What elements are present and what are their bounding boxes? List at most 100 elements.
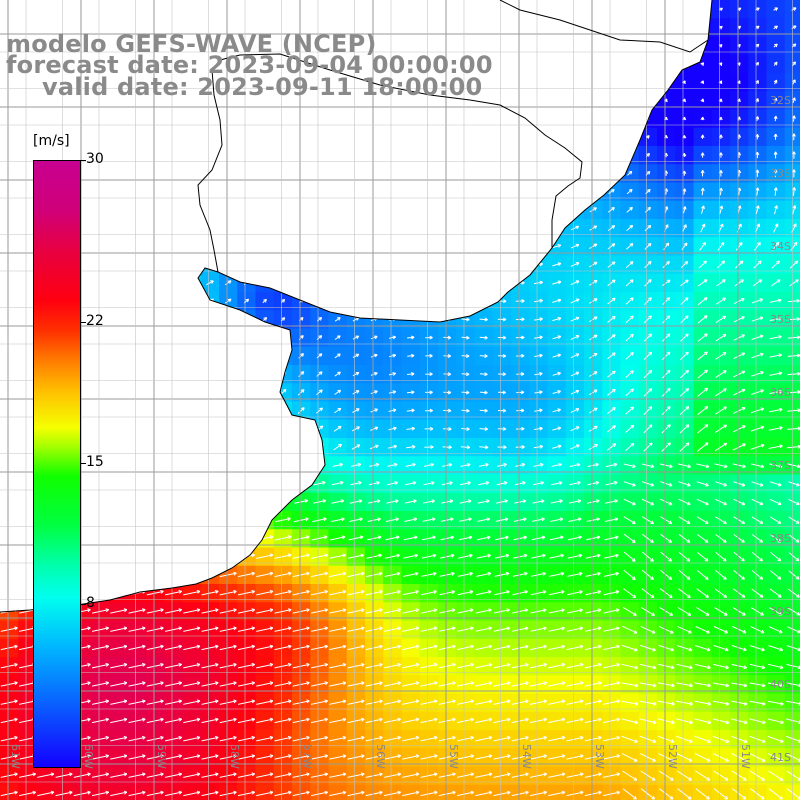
speed-cell: [602, 73, 622, 92]
wind-arrow: [553, 80, 560, 84]
wind-arrow: [461, 226, 470, 231]
wind-arrow: [93, 408, 108, 413]
wind-arrow: [335, 7, 340, 11]
wind-arrow: [148, 426, 163, 431]
speed-cell: [146, 438, 165, 457]
wind-arrow: [462, 116, 469, 121]
colorbar-tick-label: 22: [86, 312, 104, 329]
speed-cell: [127, 492, 147, 512]
speed-cell: [237, 365, 257, 384]
wind-arrow: [206, 152, 214, 158]
wind-arrow: [590, 134, 596, 139]
wind-arrow: [95, 226, 105, 231]
wind-arrow: [150, 317, 161, 322]
speed-cell: [109, 0, 129, 19]
speed-cell: [620, 36, 640, 56]
speed-cell: [401, 127, 421, 147]
speed-cell: [255, 401, 275, 421]
speed-cell: [0, 365, 19, 384]
speed-cell: [511, 182, 530, 202]
wind-arrow: [425, 134, 433, 139]
wind-arrow: [185, 407, 198, 414]
wind-arrow: [5, 134, 13, 139]
wind-arrow: [552, 171, 561, 175]
wind-arrow: [627, 44, 632, 48]
wind-arrow: [167, 389, 180, 395]
speed-cell: [182, 511, 202, 530]
wind-arrow: [243, 134, 250, 140]
wind-arrow: [572, 98, 578, 103]
speed-cell: [146, 0, 165, 19]
wind-arrow: [279, 206, 287, 213]
wind-arrow: [388, 225, 397, 230]
wind-arrow: [128, 535, 146, 541]
wind-arrow: [479, 207, 488, 212]
speed-cell: [255, 219, 275, 238]
speed-cell: [219, 255, 238, 275]
speed-cell: [419, 182, 439, 202]
wind-arrow: [334, 189, 342, 195]
speed-cell: [401, 146, 421, 165]
speed-cell: [474, 292, 494, 311]
colorbar-unit: [m/s]: [33, 133, 70, 149]
speed-cell: [237, 419, 257, 439]
speed-cell: [511, 146, 530, 165]
wind-arrow: [517, 61, 524, 66]
wind-arrow: [133, 116, 141, 121]
wind-arrow: [220, 498, 237, 504]
wind-arrow: [243, 334, 250, 341]
wind-arrow: [168, 316, 179, 322]
speed-cell: [292, 127, 311, 147]
speed-cell: [109, 419, 129, 439]
wind-arrow: [113, 335, 125, 340]
wind-arrow: [238, 517, 255, 523]
wind-arrow: [424, 226, 434, 231]
wind-arrow: [279, 406, 287, 415]
wind-arrow: [388, 171, 397, 176]
speed-cell: [346, 273, 366, 293]
speed-cell: [164, 292, 184, 311]
speed-cell: [438, 255, 457, 275]
wind-arrow: [298, 243, 305, 250]
speed-cell: [182, 146, 202, 165]
speed-cell: [474, 182, 494, 202]
speed-cell: [127, 419, 147, 439]
wind-arrow: [534, 225, 543, 230]
wind-arrow: [242, 352, 250, 359]
wind-arrow: [201, 516, 219, 523]
wind-arrow: [164, 553, 183, 559]
speed-cell: [200, 401, 220, 421]
wind-arrow: [4, 243, 14, 249]
speed-cell: [127, 328, 147, 348]
speed-cell: [200, 492, 220, 512]
speed-cell: [529, 219, 549, 238]
wind-arrow: [93, 427, 108, 432]
speed-cell: [255, 146, 275, 165]
speed-cell: [255, 182, 275, 202]
speed-cell: [565, 127, 585, 147]
wind-arrow: [113, 317, 125, 322]
speed-cell: [127, 182, 147, 202]
wind-arrow: [461, 207, 470, 212]
wind-arrow: [242, 370, 251, 378]
speed-cell: [237, 492, 257, 512]
wind-arrow: [261, 243, 268, 250]
wind-arrow: [166, 426, 181, 431]
speed-cell: [273, 0, 293, 19]
speed-cell: [547, 182, 567, 202]
border-path: [499, 0, 709, 53]
wind-arrow: [21, 371, 34, 376]
lat-label: 34S: [770, 240, 791, 253]
wind-arrow: [224, 152, 232, 158]
lat-label: 33S: [770, 167, 791, 180]
wind-arrow: [149, 371, 162, 376]
wind-arrow: [21, 353, 34, 358]
wind-arrow: [6, 80, 13, 84]
wind-arrow: [164, 571, 183, 578]
speed-cell: [310, 146, 330, 165]
wind-arrow: [352, 116, 360, 121]
speed-cell: [492, 146, 512, 165]
wind-arrow: [388, 262, 397, 267]
wind-arrow: [220, 480, 236, 486]
speed-cell: [0, 200, 19, 220]
